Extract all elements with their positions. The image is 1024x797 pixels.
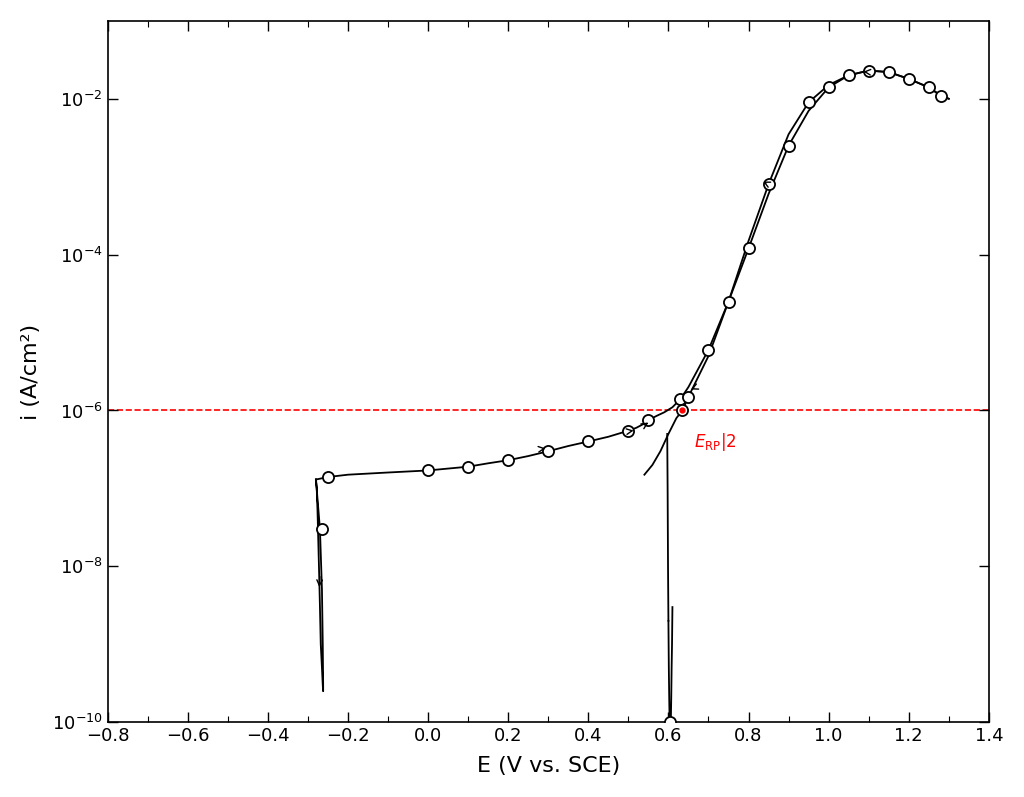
- X-axis label: E (V vs. SCE): E (V vs. SCE): [476, 756, 620, 776]
- Y-axis label: i (A/cm²): i (A/cm²): [20, 324, 41, 419]
- Text: $\mathit{E}_\mathrm{RP}$|2: $\mathit{E}_\mathrm{RP}$|2: [694, 430, 737, 453]
